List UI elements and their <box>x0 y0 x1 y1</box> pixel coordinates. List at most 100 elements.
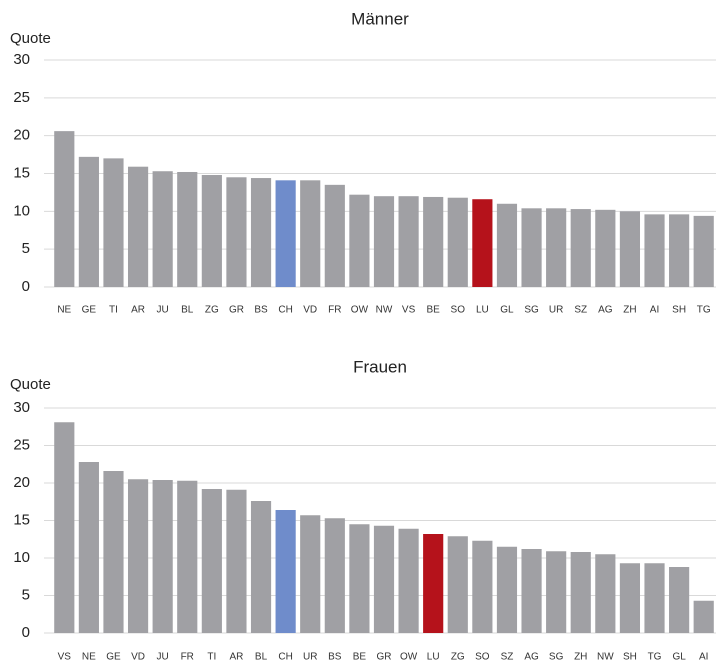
bar <box>423 196 444 287</box>
bar <box>324 518 345 633</box>
x-tick-label: AG <box>524 652 539 663</box>
x-tick-label: TI <box>207 652 216 663</box>
x-tick-label: GR <box>229 305 244 316</box>
bar <box>398 196 419 287</box>
bar <box>177 480 198 633</box>
bar <box>423 534 444 633</box>
x-tick-label: FR <box>181 652 194 663</box>
x-tick-label: ZG <box>205 305 219 316</box>
bar <box>54 131 75 287</box>
bar <box>570 209 591 287</box>
bar <box>472 199 493 287</box>
bar <box>250 178 272 287</box>
chart-title: Männer <box>351 9 409 28</box>
bar <box>669 214 690 287</box>
x-tick-label: LU <box>427 652 440 663</box>
x-tick-label: LU <box>476 305 489 316</box>
bar <box>472 540 493 633</box>
x-tick-label: NE <box>57 305 71 316</box>
bar <box>300 180 321 287</box>
x-tick-label: BE <box>353 652 367 663</box>
x-tick-label: TG <box>697 305 711 316</box>
y-tick-label: 25 <box>13 89 30 106</box>
x-tick-label: CH <box>278 652 292 663</box>
bar <box>152 480 173 633</box>
x-tick-label: SG <box>549 652 564 663</box>
x-tick-label: VS <box>402 305 416 316</box>
x-tick-label: SZ <box>574 305 587 316</box>
bar <box>447 197 468 287</box>
x-tick-label: OW <box>400 652 418 663</box>
x-tick-label: BS <box>328 652 342 663</box>
x-tick-label: BE <box>427 305 441 316</box>
x-tick-label: AI <box>699 652 708 663</box>
x-tick-label: SH <box>623 652 637 663</box>
y-tick-label: 0 <box>22 278 30 295</box>
bar <box>693 600 714 633</box>
x-tick-label: UR <box>303 652 317 663</box>
bar <box>693 215 714 287</box>
bar <box>54 422 75 633</box>
bar <box>300 515 321 633</box>
bar <box>619 563 641 633</box>
x-tick-label: OW <box>351 305 369 316</box>
bar <box>595 209 616 287</box>
y-tick-label: 5 <box>22 586 30 603</box>
x-tick-label: CH <box>278 305 292 316</box>
bar <box>275 510 296 633</box>
x-tick-label: BL <box>255 652 268 663</box>
x-tick-label: TG <box>648 652 662 663</box>
x-tick-label: JU <box>157 652 169 663</box>
bar <box>373 196 395 287</box>
bar <box>127 166 149 287</box>
x-tick-label: FR <box>328 305 341 316</box>
x-tick-label: JU <box>157 305 169 316</box>
y-tick-label: 5 <box>22 240 30 257</box>
x-tick-label: VS <box>58 652 72 663</box>
x-tick-label: SO <box>475 652 490 663</box>
y-axis-label: Quote <box>10 30 51 47</box>
bar <box>201 175 222 287</box>
bar <box>398 528 419 633</box>
bar <box>644 214 665 287</box>
y-tick-label: 15 <box>13 164 30 181</box>
x-tick-label: GE <box>82 305 97 316</box>
y-tick-label: 10 <box>13 549 30 566</box>
bar <box>127 479 149 633</box>
bar <box>496 203 518 287</box>
x-tick-label: SO <box>451 305 466 316</box>
x-tick-label: SH <box>672 305 686 316</box>
bar <box>644 563 665 633</box>
bar <box>570 552 591 633</box>
x-tick-label: AI <box>650 305 659 316</box>
chart-title: Frauen <box>353 357 407 376</box>
x-tick-label: TI <box>109 305 118 316</box>
y-tick-label: 10 <box>13 202 30 219</box>
bar <box>546 551 567 633</box>
x-tick-label: ZG <box>451 652 465 663</box>
y-tick-label: 30 <box>13 399 30 416</box>
bar <box>521 208 542 287</box>
bar <box>521 549 542 633</box>
bar <box>226 489 247 633</box>
bar <box>275 180 296 287</box>
y-tick-label: 20 <box>13 474 30 491</box>
bar <box>201 489 222 633</box>
x-tick-label: GR <box>377 652 392 663</box>
x-tick-label: BL <box>181 305 194 316</box>
bar <box>619 211 641 287</box>
bar <box>250 501 272 633</box>
bar <box>447 536 468 633</box>
x-tick-label: NW <box>376 305 393 316</box>
x-tick-label: ZH <box>574 652 587 663</box>
bar <box>226 177 247 287</box>
bar <box>373 525 395 633</box>
bar <box>349 524 370 633</box>
x-tick-label: VD <box>131 652 145 663</box>
bar <box>78 462 99 633</box>
x-tick-label: AR <box>229 652 243 663</box>
x-tick-label: UR <box>549 305 563 316</box>
bar <box>546 208 567 287</box>
x-tick-label: VD <box>303 305 317 316</box>
